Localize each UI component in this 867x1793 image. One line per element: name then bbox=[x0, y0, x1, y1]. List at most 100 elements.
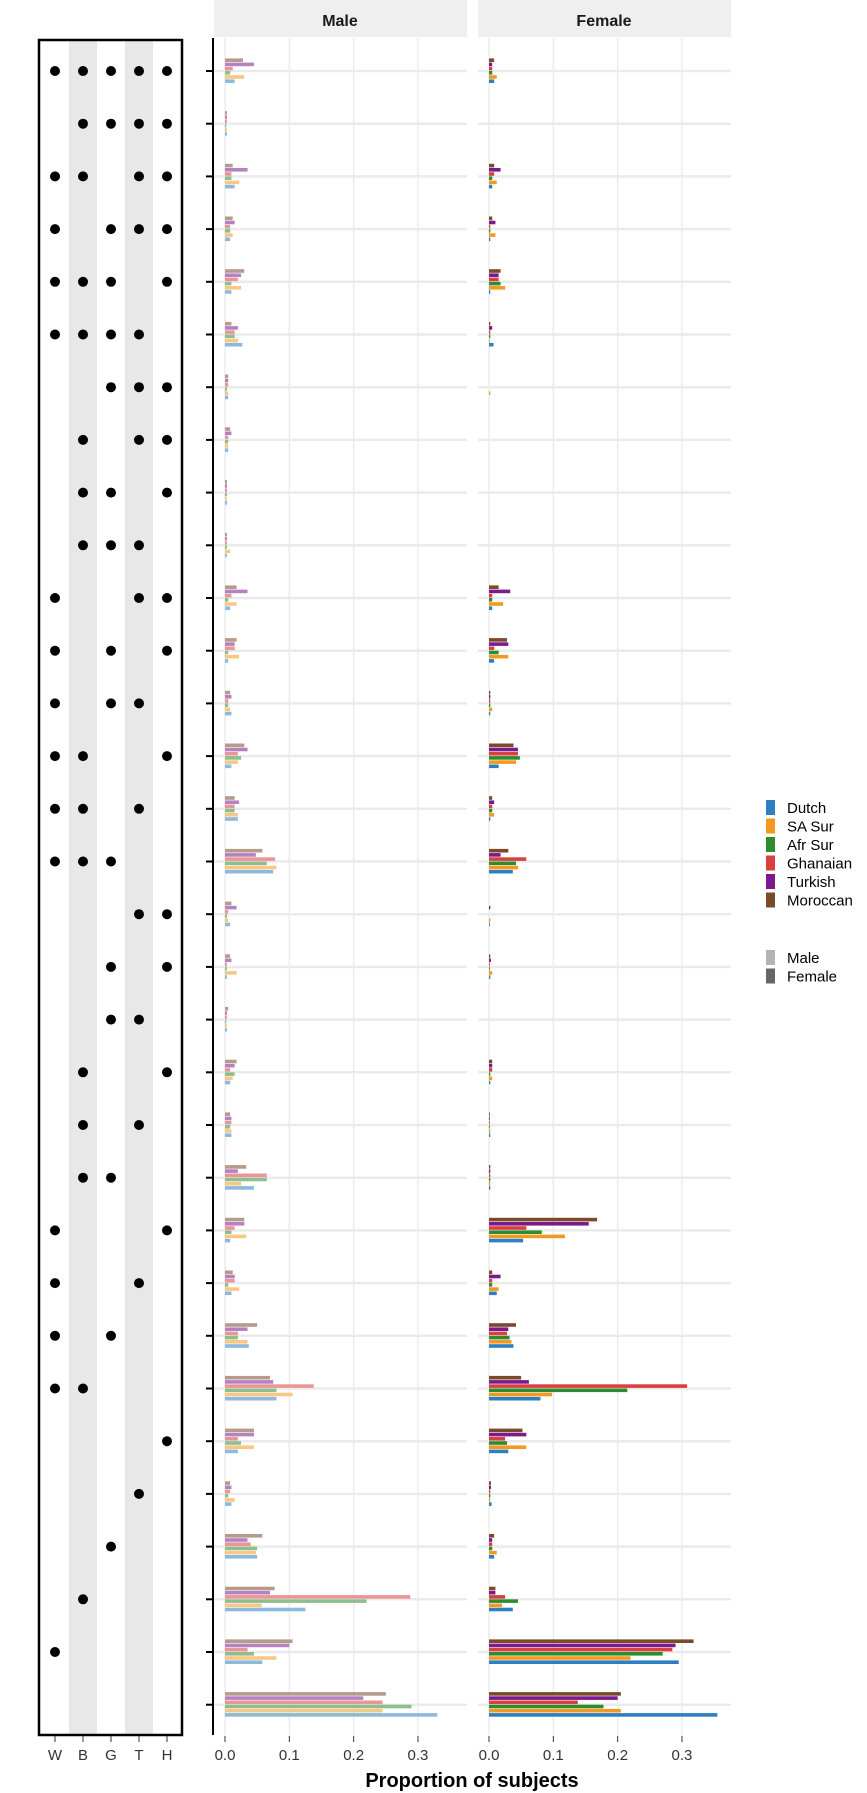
panel-female: Female 0.0 0.1 0.2 0.3 bbox=[478, 0, 731, 1764]
bar-male-sa-sur-W bbox=[225, 1656, 277, 1660]
bar-female-afr-sur-WGT bbox=[489, 703, 491, 707]
bar-male-sa-sur-WBTH bbox=[225, 180, 240, 185]
bar-female-moroccan-WGH bbox=[489, 638, 508, 642]
legend-label-male: Male bbox=[787, 950, 820, 967]
bar-male-sa-sur-WBGH bbox=[225, 286, 242, 290]
matrix-dot-WBGH-W bbox=[50, 276, 60, 287]
bar-female-afr-sur-WGTH bbox=[489, 229, 491, 233]
bar-female-ghanaian-WBH bbox=[489, 751, 518, 756]
bar-male-turkish-GH bbox=[225, 958, 232, 963]
matrix-dot-BTH-H bbox=[162, 434, 172, 445]
bar-male-sa-sur-WBG bbox=[225, 865, 277, 870]
matrix-dot-TH-T bbox=[134, 909, 144, 920]
matrix-dot-WBG-B bbox=[78, 856, 88, 867]
bar-male-turkish-WBGH bbox=[225, 273, 242, 277]
bar-female-dutch-WBGH bbox=[489, 290, 491, 294]
bar-male-dutch-T bbox=[225, 1502, 232, 1506]
bar-male-turkish-WBT bbox=[225, 800, 240, 804]
matrix-dot-GT-G bbox=[106, 1014, 116, 1025]
matrix-dot-WBTH-T bbox=[134, 171, 144, 182]
bar-male-turkish-WBGT bbox=[225, 326, 238, 330]
bar-female-ghanaian-WBT bbox=[489, 804, 493, 809]
legend-label-afr-sur: Afr Sur bbox=[787, 837, 834, 854]
bar-male-afr-sur-BGTH bbox=[225, 123, 227, 128]
matrix-dot-WG-W bbox=[50, 1330, 60, 1341]
bar-female-sa-sur-WH bbox=[489, 1234, 565, 1239]
bar-male-dutch-WBG bbox=[225, 869, 274, 874]
bar-male-moroccan-GTH bbox=[225, 374, 229, 379]
bar-male-turkish-None bbox=[225, 1696, 364, 1700]
matrix-dot-WBGT-T bbox=[134, 329, 144, 340]
bar-male-sa-sur-BT bbox=[225, 1129, 232, 1133]
matrix-dot-GTH-H bbox=[162, 382, 172, 393]
matrix-dot-BGTH-G bbox=[106, 118, 116, 129]
matrix-dot-B-B bbox=[78, 1594, 88, 1605]
bar-male-sa-sur-WBGT bbox=[225, 338, 238, 343]
bar-female-dutch-BT bbox=[489, 1133, 491, 1137]
bar-male-moroccan-W bbox=[225, 1639, 293, 1643]
matrix-dot-WGH-H bbox=[162, 645, 172, 656]
bar-male-turkish-GTH bbox=[225, 378, 229, 383]
bar-female-ghanaian-W bbox=[489, 1647, 673, 1652]
bar-male-dutch-G bbox=[225, 1555, 258, 1559]
bar-male-turkish-WBGTH bbox=[225, 62, 254, 67]
bar-male-sa-sur-B bbox=[225, 1603, 262, 1608]
bar-male-turkish-BGTH bbox=[225, 115, 227, 119]
bar-male-afr-sur-BGT bbox=[225, 545, 227, 549]
bar-male-ghanaian-WGTH bbox=[225, 224, 231, 229]
bar-female-dutch-T bbox=[489, 1502, 492, 1506]
bar-female-dutch-B bbox=[489, 1607, 513, 1612]
bar-female-ghanaian-BT bbox=[489, 1120, 490, 1125]
legend-label-female: Female bbox=[787, 969, 837, 986]
bar-female-afr-sur-B bbox=[489, 1599, 518, 1603]
matrix-dot-WBGTH-T bbox=[134, 66, 144, 76]
bar-female-turkish-W bbox=[489, 1643, 676, 1648]
bar-male-dutch-BG bbox=[225, 1186, 254, 1190]
bar-male-ghanaian-BT bbox=[225, 1120, 232, 1125]
bar-female-ghanaian-WG bbox=[489, 1331, 508, 1336]
legend-label-dutch: Dutch bbox=[787, 800, 826, 817]
legend-key-female bbox=[766, 968, 775, 984]
legend-key-sa-sur bbox=[766, 818, 775, 834]
bar-female-afr-sur-T bbox=[489, 1493, 491, 1498]
matrix-dot-WGTH-H bbox=[162, 224, 172, 235]
matrix-dot-WBG-W bbox=[50, 856, 60, 867]
bar-female-turkish-WGH bbox=[489, 642, 509, 646]
bar-male-afr-sur-WBGT bbox=[225, 334, 235, 339]
bar-male-dutch-BH bbox=[225, 1080, 231, 1085]
bar-female-moroccan-T bbox=[489, 1481, 491, 1485]
bar-male-moroccan-TH bbox=[225, 901, 232, 906]
bar-female-turkish-G bbox=[489, 1538, 493, 1542]
bar-female-turkish-WG bbox=[489, 1327, 509, 1331]
bar-male-moroccan-BGTH bbox=[225, 111, 227, 115]
bar-male-ghanaian-WT bbox=[225, 1278, 235, 1283]
bar-male-dutch-WBT bbox=[225, 817, 238, 821]
matrix-dot-BG-G bbox=[106, 1172, 116, 1183]
bar-female-ghanaian-BG bbox=[489, 1173, 491, 1178]
xtick-label-female: 0.1 bbox=[543, 1747, 564, 1764]
bar-female-dutch-WH bbox=[489, 1238, 524, 1243]
bar-female-afr-sur-BT bbox=[489, 1125, 490, 1129]
xtick-label-male: 0.3 bbox=[408, 1747, 429, 1764]
bar-male-dutch-None bbox=[225, 1713, 438, 1717]
bar-male-ghanaian-BGH bbox=[225, 488, 227, 492]
matrix-dot-WBGTH-W bbox=[50, 66, 60, 76]
xtick-label-female: 0.2 bbox=[607, 1747, 628, 1764]
bar-female-ghanaian-GH bbox=[489, 962, 490, 967]
bar-male-ghanaian-BTH bbox=[225, 435, 229, 440]
matrix-dot-WBTH-B bbox=[78, 171, 88, 182]
xtick-label-male: 0.0 bbox=[215, 1747, 236, 1764]
matrix-tick-label-B: B bbox=[78, 1747, 88, 1764]
bar-female-moroccan-None bbox=[489, 1692, 621, 1696]
bar-male-turkish-WT bbox=[225, 1274, 235, 1279]
bar-male-ghanaian-WBGH bbox=[225, 277, 238, 282]
bar-female-ghanaian-WGTH bbox=[489, 224, 491, 229]
xtick-label-female: 0.0 bbox=[479, 1747, 500, 1764]
bar-male-afr-sur-WB bbox=[225, 1388, 277, 1393]
bar-male-afr-sur-GH bbox=[225, 966, 227, 971]
bar-male-ghanaian-W bbox=[225, 1647, 248, 1652]
bar-female-dutch-BG bbox=[489, 1186, 491, 1190]
bar-male-dutch-WG bbox=[225, 1344, 249, 1348]
matrix-dot-BGT-B bbox=[78, 540, 88, 551]
matrix-dot-WB-W bbox=[50, 1383, 60, 1394]
